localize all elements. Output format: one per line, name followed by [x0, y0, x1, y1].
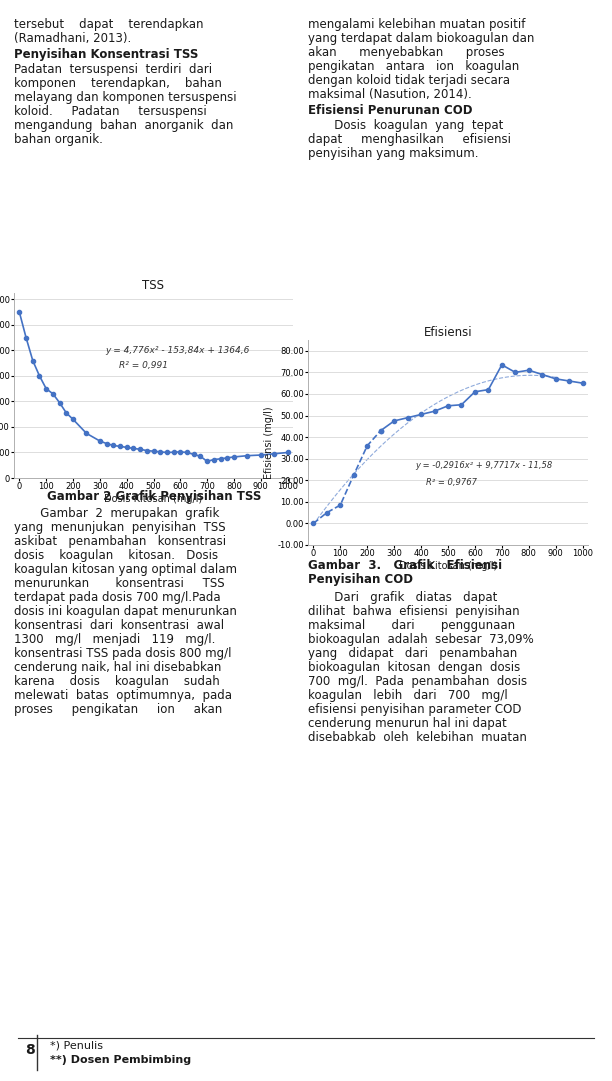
Text: 1300   mg/l   menjadi   119   mg/l.: 1300 mg/l menjadi 119 mg/l. — [14, 633, 215, 646]
Text: 8: 8 — [25, 1043, 35, 1057]
Text: Efisiensi Penurunan COD: Efisiensi Penurunan COD — [308, 104, 472, 117]
Text: tersebut    dapat    terendapkan: tersebut dapat terendapkan — [14, 18, 204, 31]
Text: pengikatan   antara   ion   koagulan: pengikatan antara ion koagulan — [308, 61, 519, 74]
Text: cenderung menurun hal ini dapat: cenderung menurun hal ini dapat — [308, 717, 507, 730]
Text: koagulan kitosan yang optimal dalam: koagulan kitosan yang optimal dalam — [14, 563, 237, 576]
Text: dosis    koagulan    kitosan.   Dosis: dosis koagulan kitosan. Dosis — [14, 549, 218, 562]
Text: askibat   penambahan   konsentrasi: askibat penambahan konsentrasi — [14, 535, 226, 548]
Text: dapat     menghasilkan     efisiensi: dapat menghasilkan efisiensi — [308, 133, 511, 146]
Text: efisiensi penyisihan parameter COD: efisiensi penyisihan parameter COD — [308, 703, 521, 716]
Text: yang  menunjukan  penyisihan  TSS: yang menunjukan penyisihan TSS — [14, 521, 226, 534]
Text: Dosis  koagulan  yang  tepat: Dosis koagulan yang tepat — [308, 119, 504, 132]
Text: komponen    terendapkan,    bahan: komponen terendapkan, bahan — [14, 77, 222, 90]
Text: akan      menyebabkan      proses: akan menyebabkan proses — [308, 46, 505, 59]
Text: y = 4,776x² - 153,84x + 1364,6: y = 4,776x² - 153,84x + 1364,6 — [105, 346, 250, 355]
Text: koagulan   lebih   dari   700   mg/l: koagulan lebih dari 700 mg/l — [308, 689, 508, 702]
Text: yang   didapat   dari   penambahan: yang didapat dari penambahan — [308, 648, 517, 660]
Text: **) Dosen Pembimbing: **) Dosen Pembimbing — [50, 1055, 191, 1065]
Text: disebabkab  oleh  kelebihan  muatan: disebabkab oleh kelebihan muatan — [308, 731, 527, 744]
Text: Gambar  2  merupakan  grafik: Gambar 2 merupakan grafik — [14, 507, 219, 520]
Title: TSS: TSS — [143, 279, 165, 292]
Text: mengalami kelebihan muatan positif: mengalami kelebihan muatan positif — [308, 18, 525, 31]
Text: dengan koloid tidak terjadi secara: dengan koloid tidak terjadi secara — [308, 74, 510, 86]
Text: Dari   grafik   diatas   dapat: Dari grafik diatas dapat — [308, 591, 498, 604]
Text: yang terdapat dalam biokoagulan dan: yang terdapat dalam biokoagulan dan — [308, 32, 534, 45]
Text: melayang dan komponen tersuspensi: melayang dan komponen tersuspensi — [14, 91, 237, 104]
Text: Gambar  3.   Grafik   Efisiensi: Gambar 3. Grafik Efisiensi — [308, 559, 502, 572]
X-axis label: Dosis Kitosan (mg/l): Dosis Kitosan (mg/l) — [399, 561, 497, 571]
Text: konsentrasi  dari  konsentrasi  awal: konsentrasi dari konsentrasi awal — [14, 619, 224, 632]
Text: penyisihan yang maksimum.: penyisihan yang maksimum. — [308, 147, 479, 160]
Text: Penyisihan COD: Penyisihan COD — [308, 573, 413, 586]
Text: melewati  batas  optimumnya,  pada: melewati batas optimumnya, pada — [14, 689, 232, 702]
Text: y = -0,2916x² + 9,7717x - 11,58: y = -0,2916x² + 9,7717x - 11,58 — [416, 461, 553, 469]
Text: karena    dosis    koagulan    sudah: karena dosis koagulan sudah — [14, 675, 220, 688]
Text: R² = 0,991: R² = 0,991 — [119, 361, 168, 370]
Text: biokoagulan  kitosan  dengan  dosis: biokoagulan kitosan dengan dosis — [308, 660, 520, 673]
Text: 700  mg/l.  Pada  penambahan  dosis: 700 mg/l. Pada penambahan dosis — [308, 675, 527, 688]
Text: bahan organik.: bahan organik. — [14, 133, 103, 146]
Text: dilihat  bahwa  efisiensi  penyisihan: dilihat bahwa efisiensi penyisihan — [308, 605, 520, 618]
Text: cenderung naik, hal ini disebabkan: cenderung naik, hal ini disebabkan — [14, 660, 222, 673]
X-axis label: Dosis Kitosan (mg/l): Dosis Kitosan (mg/l) — [105, 494, 203, 504]
Text: konsentrasi TSS pada dosis 800 mg/l: konsentrasi TSS pada dosis 800 mg/l — [14, 648, 231, 660]
Text: Penyisihan Konsentrasi TSS: Penyisihan Konsentrasi TSS — [14, 48, 198, 61]
Text: mengandung  bahan  anorganik  dan: mengandung bahan anorganik dan — [14, 119, 233, 132]
Text: biokoagulan  adalah  sebesar  73,09%: biokoagulan adalah sebesar 73,09% — [308, 633, 534, 646]
Text: Gambar 2 Grafik Penyisihan TSS: Gambar 2 Grafik Penyisihan TSS — [47, 490, 261, 503]
Text: terdapat pada dosis 700 mg/l.Pada: terdapat pada dosis 700 mg/l.Pada — [14, 591, 220, 604]
Text: proses     pengikatan     ion     akan: proses pengikatan ion akan — [14, 703, 222, 716]
Text: maksimal       dari       penggunaan: maksimal dari penggunaan — [308, 619, 515, 632]
Text: menurunkan       konsentrasi     TSS: menurunkan konsentrasi TSS — [14, 577, 225, 590]
Text: Padatan  tersuspensi  terdiri  dari: Padatan tersuspensi terdiri dari — [14, 63, 212, 76]
Text: (Ramadhani, 2013).: (Ramadhani, 2013). — [14, 32, 131, 45]
Y-axis label: Efisiensi (mg/l): Efisiensi (mg/l) — [264, 406, 274, 479]
Text: koloid.     Padatan     tersuspensi: koloid. Padatan tersuspensi — [14, 105, 207, 118]
Text: *) Penulis: *) Penulis — [50, 1040, 103, 1050]
Text: maksimal (Nasution, 2014).: maksimal (Nasution, 2014). — [308, 88, 472, 101]
Title: Efisiensi: Efisiensi — [424, 325, 472, 338]
Text: dosis ini koagulan dapat menurunkan: dosis ini koagulan dapat menurunkan — [14, 605, 237, 618]
Text: R² = 0,9767: R² = 0,9767 — [427, 478, 477, 486]
